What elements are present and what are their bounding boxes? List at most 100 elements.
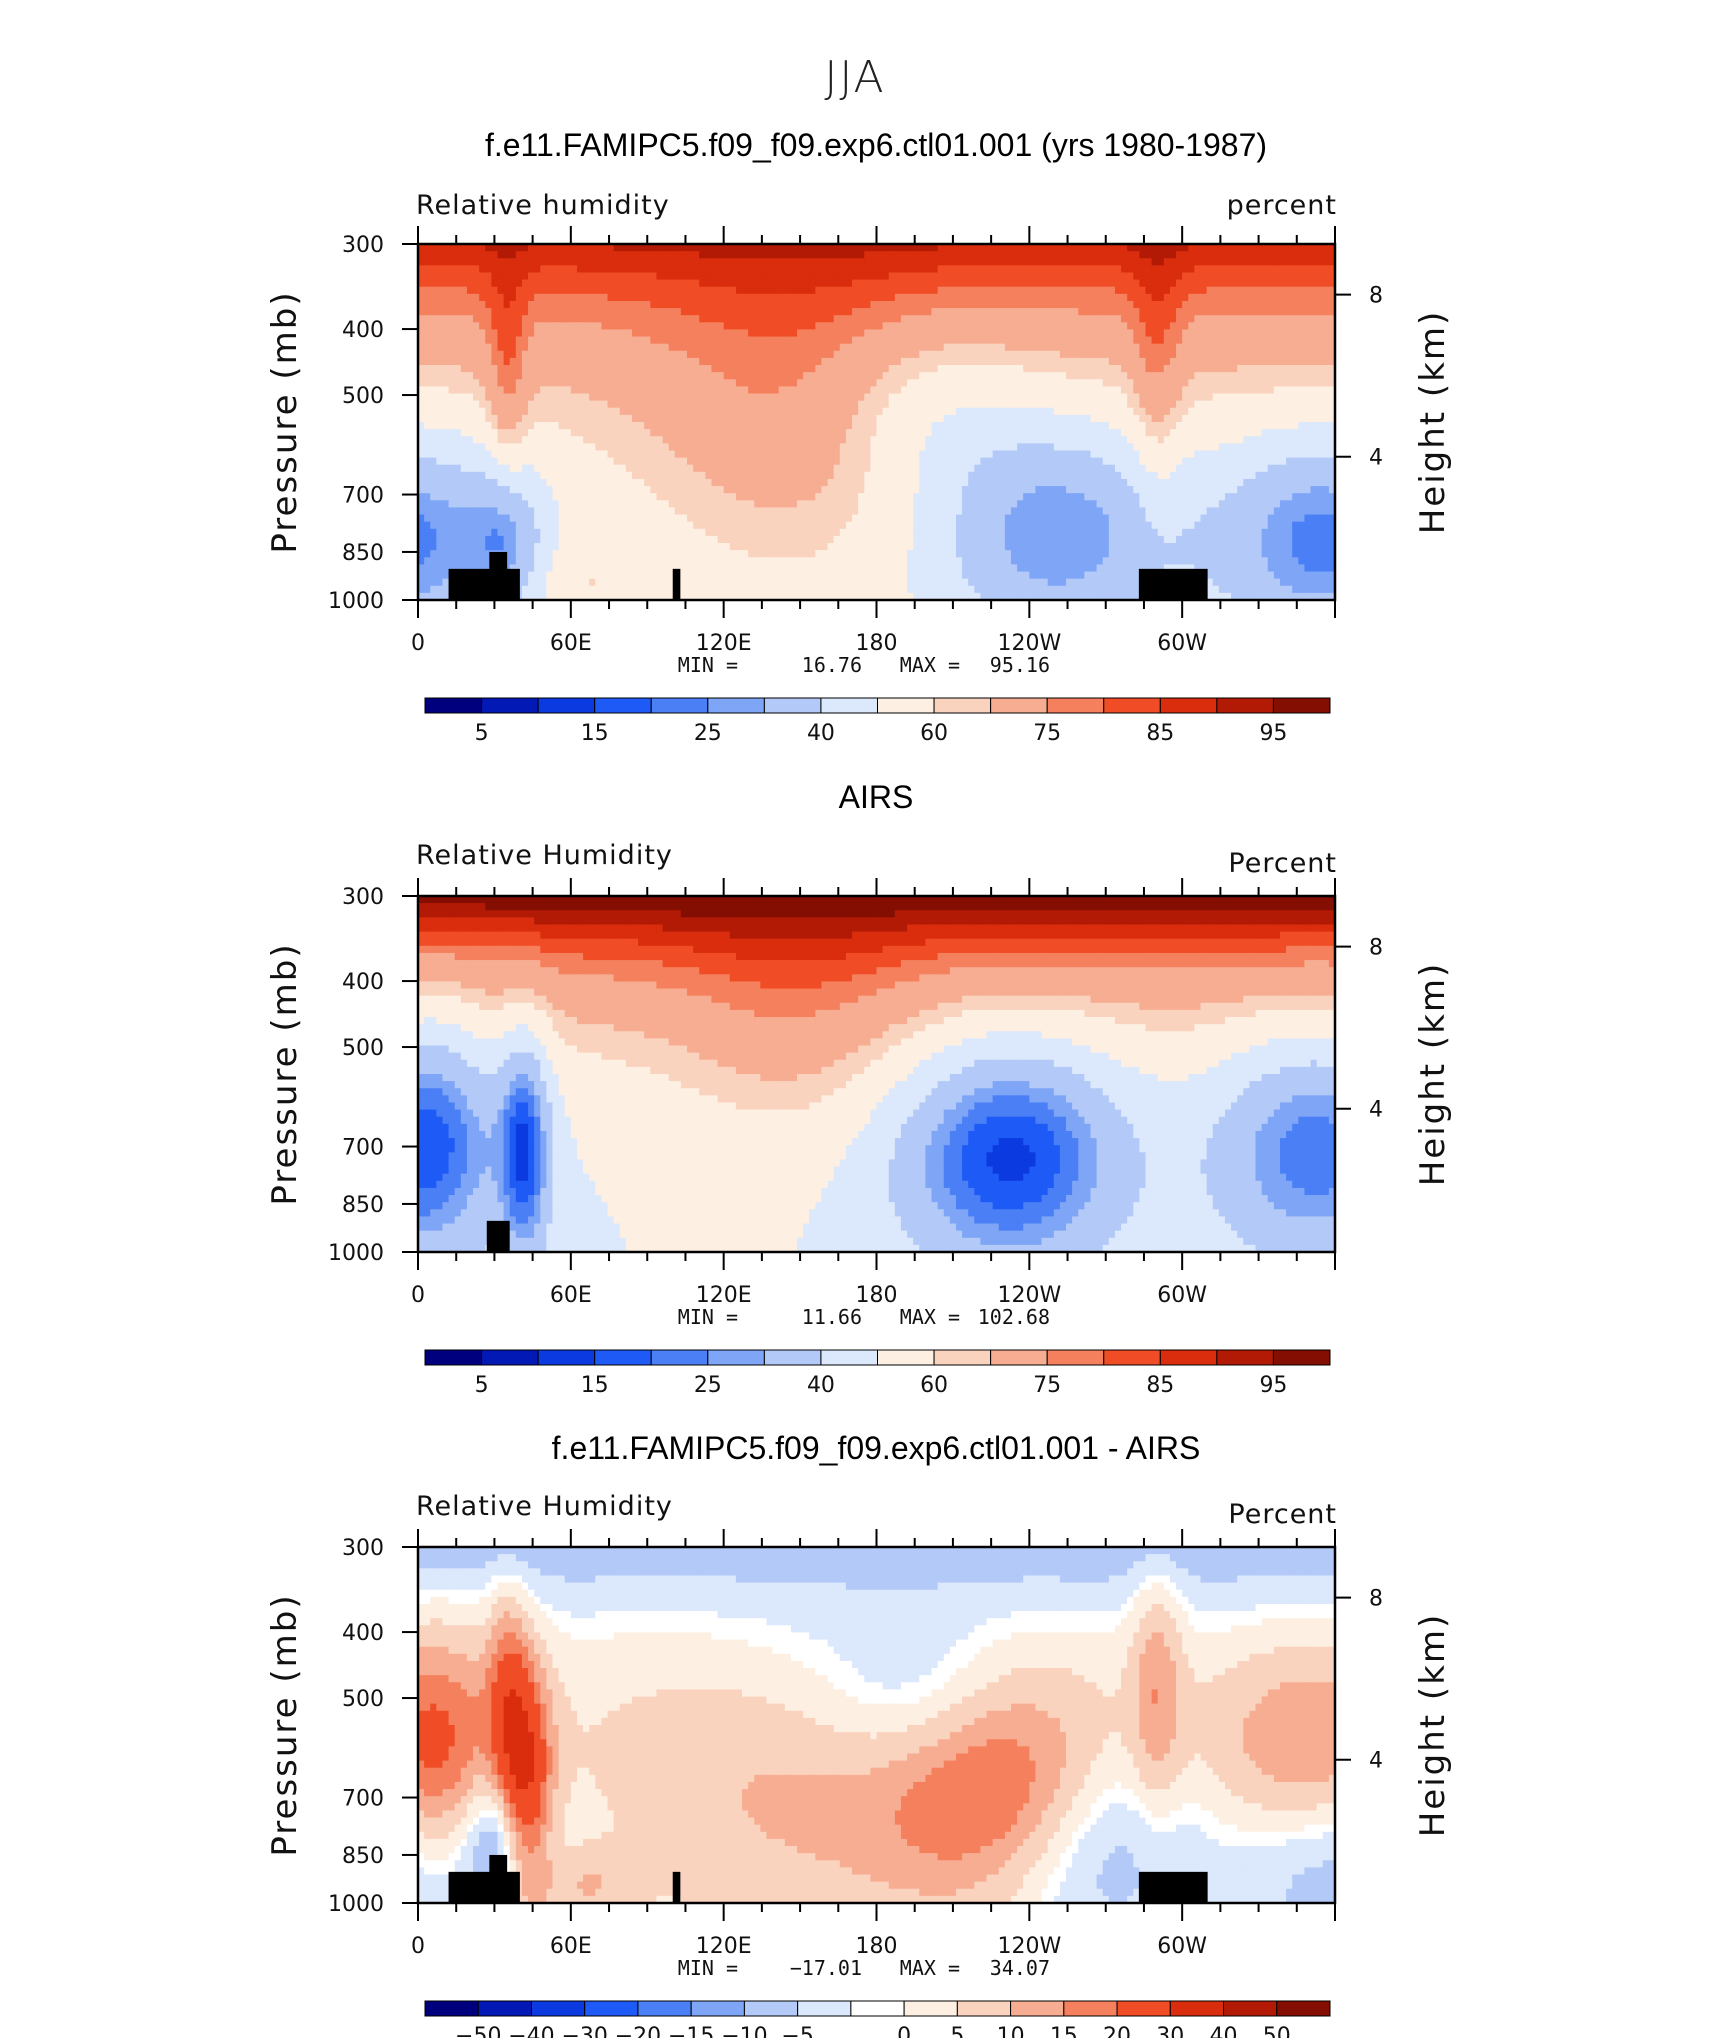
- contour-cell: [1322, 315, 1330, 323]
- contour-cell: [1286, 308, 1293, 316]
- contour-cell: [852, 265, 859, 274]
- contour-cell: [1108, 343, 1116, 352]
- contour-cell: [668, 244, 676, 252]
- contour-cell: [1304, 386, 1312, 395]
- contour-cell: [1267, 450, 1275, 459]
- contour-cell: [650, 343, 658, 352]
- contour-cell: [1298, 407, 1306, 416]
- contour-cell: [907, 436, 914, 444]
- contour-cell: [589, 322, 596, 331]
- contour-cell: [1273, 265, 1281, 274]
- contour-cell: [1047, 244, 1055, 252]
- contour-cell: [845, 315, 853, 323]
- contour-cell: [491, 329, 499, 338]
- contour-cell: [448, 450, 456, 459]
- contour-cell: [1273, 386, 1281, 395]
- contour-cell: [925, 422, 933, 430]
- contour-cell: [784, 357, 792, 366]
- contour-cell: [962, 272, 969, 281]
- contour-cell: [1194, 357, 1202, 366]
- contour-cell: [723, 279, 731, 288]
- contour-cell: [558, 322, 566, 331]
- contour-cell: [900, 365, 908, 373]
- contour-cell: [479, 457, 486, 466]
- contour-cell: [1072, 372, 1079, 380]
- contour-cell: [742, 386, 749, 395]
- contour-cell: [1066, 457, 1073, 466]
- contour-cell: [900, 393, 908, 402]
- contour-cell: [797, 443, 804, 452]
- contour-cell: [907, 393, 914, 402]
- contour-cell: [1218, 336, 1226, 345]
- contour-cell: [931, 393, 939, 402]
- contour-cell: [1200, 272, 1208, 281]
- contour-cell: [766, 372, 774, 380]
- contour-cell: [1010, 329, 1018, 338]
- contour-cell: [1304, 372, 1312, 380]
- contour-cell: [1163, 244, 1171, 252]
- contour-cell: [1328, 329, 1336, 338]
- contour-cell: [900, 308, 908, 316]
- contour-cell: [534, 365, 541, 373]
- contour-cell: [1102, 386, 1110, 395]
- contour-cell: [466, 379, 474, 387]
- contour-cell: [1072, 365, 1079, 373]
- contour-cell: [1072, 357, 1079, 366]
- contour-cell: [766, 422, 774, 430]
- contour-cell: [1157, 322, 1165, 331]
- contour-cell: [1194, 308, 1202, 316]
- contour-cell: [1273, 443, 1281, 452]
- contour-cell: [1218, 407, 1226, 416]
- contour-cell: [552, 258, 560, 266]
- contour-cell: [888, 400, 896, 409]
- contour-cell: [680, 414, 688, 423]
- contour-cell: [1206, 429, 1214, 437]
- contour-cell: [521, 357, 529, 366]
- contour-cell: [1059, 457, 1067, 466]
- contour-cell: [1194, 343, 1202, 352]
- contour-cell: [1004, 372, 1012, 380]
- contour-cell: [998, 329, 1006, 338]
- contour-cell: [1279, 343, 1287, 352]
- contour-cell: [1206, 365, 1214, 373]
- contour-cell: [1243, 279, 1251, 288]
- contour-cell: [650, 429, 658, 437]
- contour-cell: [1029, 379, 1037, 387]
- contour-cell: [454, 393, 462, 402]
- contour-cell: [949, 379, 957, 387]
- contour-cell: [1059, 300, 1067, 309]
- contour-cell: [650, 379, 658, 387]
- contour-cell: [1224, 350, 1232, 359]
- contour-cell: [772, 407, 780, 416]
- contour-cell: [638, 336, 645, 345]
- contour-cell: [919, 329, 926, 338]
- contour-cell: [894, 393, 902, 402]
- contour-cell: [497, 315, 505, 323]
- contour-cell: [674, 393, 682, 402]
- contour-cell: [1023, 414, 1030, 423]
- contour-cell: [1151, 336, 1159, 345]
- contour-cell: [418, 244, 425, 252]
- contour-cell: [448, 372, 456, 380]
- contour-cell: [992, 464, 1000, 473]
- contour-cell: [1237, 422, 1244, 430]
- contour-cell: [815, 436, 823, 444]
- contour-cell: [1231, 308, 1238, 316]
- contour-cell: [1292, 286, 1299, 295]
- contour-cell: [900, 315, 908, 323]
- contour-cell: [925, 336, 933, 345]
- contour-cell: [583, 244, 590, 252]
- contour-cell: [558, 258, 566, 266]
- contour-cell: [1121, 436, 1128, 444]
- contour-cell: [436, 457, 444, 466]
- contour-cell: [619, 286, 627, 295]
- contour-cell: [558, 265, 566, 274]
- contour-cell: [1182, 293, 1189, 302]
- contour-cell: [576, 293, 584, 302]
- contour-cell: [638, 393, 645, 402]
- contour-cell: [1121, 386, 1128, 395]
- contour-cell: [888, 329, 896, 338]
- contour-cell: [974, 436, 982, 444]
- contour-cell: [1078, 407, 1085, 416]
- contour-cell: [803, 372, 810, 380]
